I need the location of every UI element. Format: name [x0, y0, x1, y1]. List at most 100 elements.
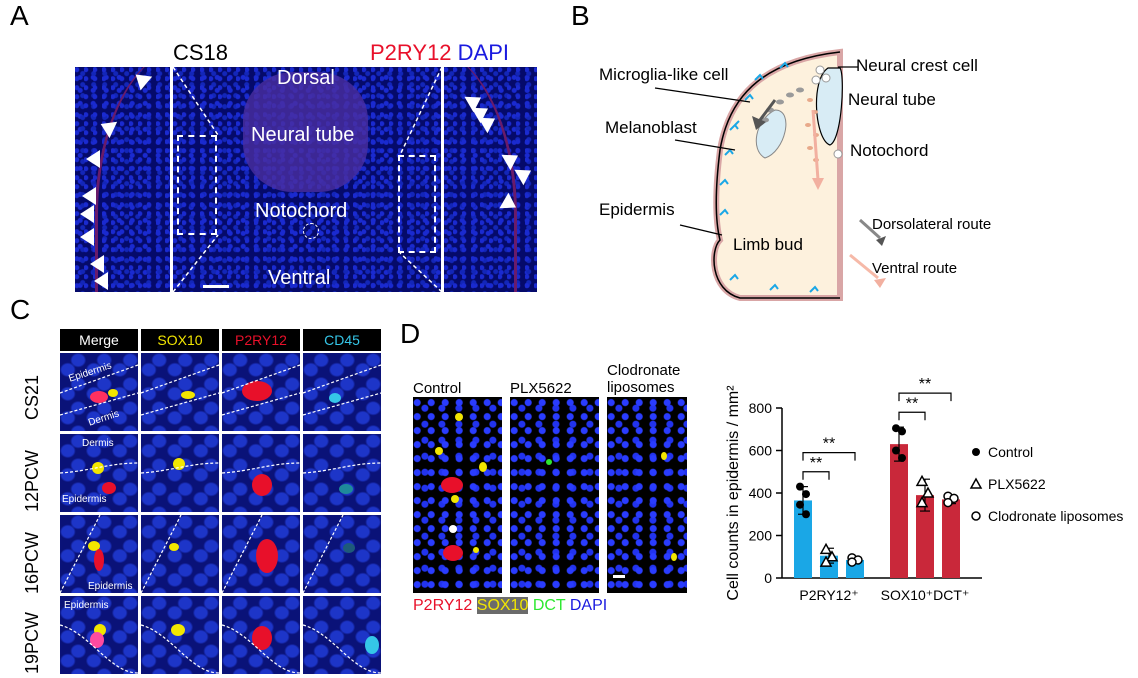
- data-point: [915, 474, 929, 487]
- tile-12pcw-sox10: [141, 434, 219, 512]
- data-point: [847, 557, 857, 567]
- row-label-19pcw: 19PCW: [22, 611, 42, 674]
- label-melanoblast: Melanoblast: [605, 118, 697, 137]
- significance-bracket: [802, 471, 830, 480]
- label-epidermis-b: Epidermis: [599, 200, 675, 219]
- y-tick-label: 0: [764, 570, 772, 586]
- condition-label-control: Control: [413, 380, 462, 397]
- tile-16pcw-cd45: [303, 515, 381, 593]
- panel-label-a: A: [10, 0, 29, 31]
- data-point: [892, 424, 900, 433]
- panel-b-schematic: [654, 48, 886, 301]
- condition-label-clodronate: Clodronate liposomes: [607, 362, 681, 396]
- stain-sox10-d: SOX10: [476, 597, 529, 614]
- y-axis-label: Cell counts in epidermis / mm²: [725, 385, 742, 601]
- panel-label-d: D: [400, 318, 421, 349]
- tile-label-dermis: Dermis: [82, 438, 114, 449]
- label-limb-bud: Limb bud: [733, 235, 803, 254]
- label-notochord: Notochord: [255, 200, 348, 222]
- data-point: [892, 446, 900, 455]
- tile-12pcw-cd45: [303, 434, 381, 512]
- stain-p2ry12-d: P2RY12: [413, 597, 473, 614]
- y-tick-label: 600: [749, 443, 773, 459]
- panel-label-b: B: [571, 0, 590, 31]
- data-point: [796, 482, 804, 491]
- arrow-marker: [94, 272, 108, 290]
- tile-cs21-p2ry12: [222, 353, 300, 431]
- legend-label: Control: [988, 444, 1033, 460]
- tile-16pcw-merge: Epidermis: [60, 515, 138, 593]
- significance-label: **: [823, 436, 835, 453]
- data-point: [898, 427, 906, 436]
- tissue-boundaries-c: [60, 364, 382, 674]
- header-sox10: SOX10: [141, 329, 219, 351]
- bar: [890, 444, 908, 578]
- stain-p2ry12: P2RY12: [370, 40, 452, 65]
- significance-bracket: [898, 411, 926, 421]
- label-dorsolateral-route: Dorsolateral route: [872, 216, 992, 233]
- arrow-marker: [80, 228, 94, 246]
- data-point: [898, 453, 906, 462]
- row-label-12pcw: 12PCW: [22, 449, 42, 512]
- stain-dapi: DAPI: [457, 40, 510, 65]
- tile-19pcw-cd45: [303, 596, 381, 674]
- tile-19pcw-p2ry12: [222, 596, 300, 674]
- tile-19pcw-merge: Epidermis: [60, 596, 138, 674]
- significance-bracket: [898, 392, 952, 402]
- y-tick-label: 200: [749, 528, 773, 544]
- tile-cs21-cd45: [303, 353, 381, 431]
- row-label-16pcw: 16PCW: [22, 531, 42, 594]
- stage-label: CS18: [173, 40, 229, 65]
- significance-label: **: [919, 376, 931, 393]
- data-point: [819, 555, 833, 567]
- data-point: [796, 500, 804, 509]
- tile-cs21-sox10: [141, 353, 219, 431]
- arrow-marker: [86, 150, 100, 168]
- bar-chart: 0 200 400 600 800 Cell counts in epidermis / …: [725, 376, 1123, 603]
- label-dorsal: Dorsal: [277, 67, 335, 89]
- tile-label-epidermis: Epidermis: [88, 581, 133, 592]
- label-ventral-route: Ventral route: [872, 260, 958, 277]
- legend-label: Clodronate liposomes: [988, 508, 1123, 524]
- scale-bar-d: [613, 575, 625, 578]
- stain-legend-a: P2RY12 DAPI: [370, 40, 509, 66]
- header-cd45: CD45: [303, 329, 381, 351]
- label-microglia: Microglia-like cell: [599, 65, 729, 84]
- x-tick-label: SOX10⁺DCT⁺: [881, 587, 970, 603]
- bar: [942, 499, 960, 578]
- data-point: [921, 486, 935, 498]
- label-ventral: Ventral: [268, 267, 331, 289]
- stain-legend-d: P2RY12 SOX10 DCT DAPI: [413, 597, 607, 615]
- arrow-marker: [80, 205, 94, 223]
- inset-box-left: [177, 135, 217, 235]
- image-control: [413, 397, 502, 593]
- stain-dct-d: DCT: [532, 597, 566, 614]
- stain-dapi-d: DAPI: [569, 597, 608, 614]
- label-notochord-b: Notochord: [850, 141, 929, 160]
- tissue-edge: [95, 67, 170, 292]
- bar: [794, 500, 812, 578]
- notochord-circle: [303, 223, 319, 239]
- tile-12pcw-p2ry12: [222, 434, 300, 512]
- tile-16pcw-sox10: [141, 515, 219, 593]
- panel-a-left-zoom: [75, 67, 170, 292]
- data-point: [825, 550, 839, 562]
- panel-label-c: C: [10, 294, 31, 325]
- arrow-marker: [82, 187, 96, 205]
- data-point: [819, 542, 833, 555]
- row-label-cs21: CS21: [22, 374, 42, 420]
- data-point: [915, 496, 929, 508]
- tile-cs21-merge: Epidermis Dermis: [60, 353, 138, 431]
- zoom-guide-lines: [172, 67, 443, 292]
- condition-label-plx5622: PLX5622: [510, 380, 572, 397]
- legend-label: PLX5622: [988, 476, 1046, 492]
- data-point: [802, 510, 810, 519]
- legend-marker: [972, 448, 980, 456]
- tile-label-epidermis: Epidermis: [64, 600, 109, 611]
- tile-12pcw-merge: Dermis Epidermis: [60, 434, 138, 512]
- panel-a-main-image: Dorsal Neural tube Notochord Ventral: [173, 67, 441, 292]
- legend-marker: [971, 511, 981, 521]
- scale-bar: [203, 285, 229, 288]
- y-tick-label: 800: [749, 400, 773, 416]
- neural-tube-region: [243, 72, 368, 192]
